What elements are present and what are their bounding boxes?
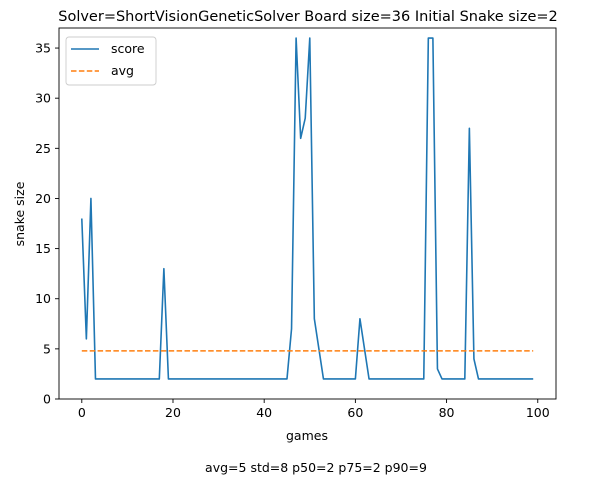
x-tick-label: 60 [347, 405, 363, 420]
y-tick-label: 30 [35, 91, 51, 106]
x-axis: 0 20 40 60 80 100 [78, 399, 550, 420]
chart-title: Solver=ShortVisionGeneticSolver Board si… [58, 9, 558, 25]
legend-label-avg: avg [111, 63, 134, 78]
y-tick-label: 35 [35, 41, 51, 56]
series-line-score [81, 37, 534, 380]
plot-frame [58, 27, 557, 400]
plot-area [81, 37, 534, 380]
y-axis-label: snake size [12, 181, 27, 246]
x-tick-label: 40 [256, 405, 272, 420]
y-tick-label: 15 [35, 241, 51, 256]
x-axis-label: games [286, 428, 328, 443]
legend: score avg [65, 36, 157, 86]
y-axis: 0 5 10 15 20 25 30 35 [35, 41, 59, 407]
y-tick-label: 10 [35, 291, 51, 306]
y-tick-label: 5 [43, 341, 51, 356]
x-tick-label: 0 [78, 405, 86, 420]
y-tick-label: 25 [35, 141, 51, 156]
summary-stats: avg=5 std=8 p50=2 p75=2 p90=9 [205, 460, 427, 475]
y-tick-label: 0 [43, 392, 51, 407]
x-tick-label: 20 [165, 405, 181, 420]
x-tick-label: 100 [526, 405, 550, 420]
legend-label-score: score [111, 41, 145, 56]
x-tick-label: 80 [439, 405, 455, 420]
y-tick-label: 20 [35, 191, 51, 206]
